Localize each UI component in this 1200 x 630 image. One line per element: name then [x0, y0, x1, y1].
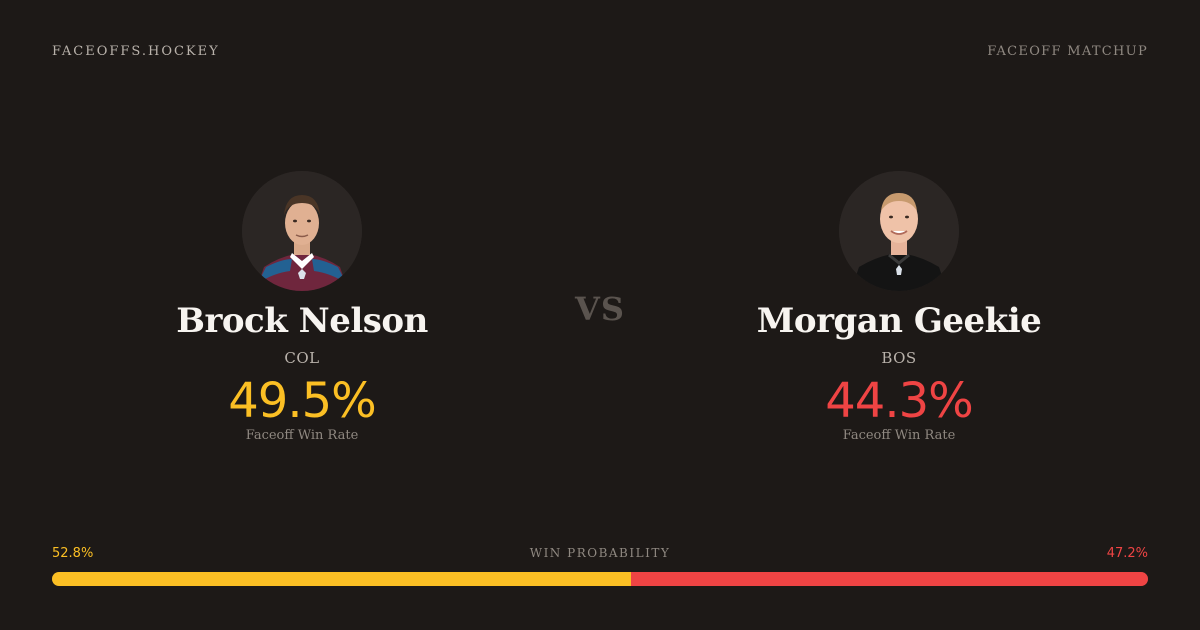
versus-label: VS	[575, 290, 625, 328]
faceoff-win-rate-label: Faceoff Win Rate	[842, 428, 956, 443]
win-probability-bar	[52, 572, 1148, 586]
player-card-left: Brock Nelson COL 49.5% Faceoff Win Rate	[102, 171, 502, 443]
page-tag: FACEOFF MATCHUP	[987, 44, 1148, 59]
site-brand[interactable]: FACEOFFS.HOCKEY	[52, 44, 220, 59]
player-team: COL	[284, 349, 320, 367]
player-avatar	[839, 171, 959, 291]
player-name: Brock Nelson	[176, 301, 428, 341]
faceoff-win-rate: 49.5%	[228, 373, 376, 429]
player-name: Morgan Geekie	[756, 301, 1042, 341]
faceoff-win-rate-label: Faceoff Win Rate	[245, 428, 359, 443]
faceoff-win-rate: 44.3%	[825, 373, 973, 429]
win-probability-fill-left	[52, 572, 631, 586]
player-team: BOS	[881, 349, 917, 367]
win-probability-left: 52.8%	[52, 546, 94, 561]
win-probability-title: WIN PROBABILITY	[529, 546, 671, 560]
player-card-right: Morgan Geekie BOS 44.3% Faceoff Win Rate	[699, 171, 1099, 443]
win-probability-fill-right	[630, 572, 1148, 586]
win-probability-right: 47.2%	[1106, 546, 1148, 561]
player-avatar	[242, 171, 362, 291]
